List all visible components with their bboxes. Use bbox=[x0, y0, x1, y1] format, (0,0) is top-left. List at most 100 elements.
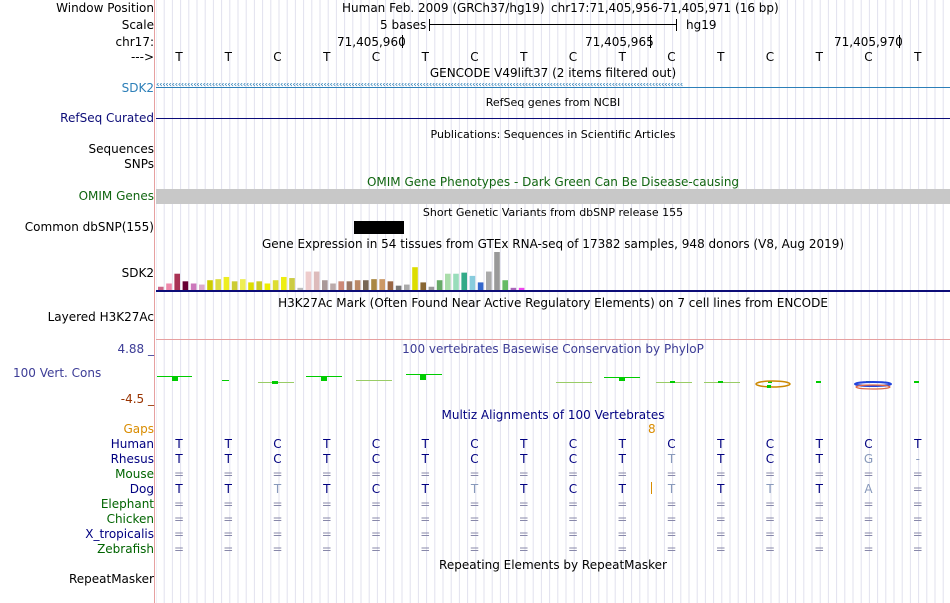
multiz-species-label[interactable]: Human bbox=[110, 437, 154, 451]
multiz-species-label[interactable]: Dog bbox=[129, 482, 154, 496]
window-position-value: chr17:71,405,956-71,405,971 (16 bp) bbox=[551, 1, 779, 15]
gtex-tissue-bar[interactable] bbox=[240, 279, 246, 290]
multiz-gap-count[interactable]: 8 bbox=[648, 422, 656, 436]
refseq-track-title[interactable]: RefSeq genes from NCBI bbox=[485, 96, 621, 109]
gtex-track-title[interactable]: Gene Expression in 54 tissues from GTEx … bbox=[261, 237, 845, 251]
gtex-tissue-bar[interactable] bbox=[510, 287, 517, 290]
publications-sequences-label[interactable]: Sequences bbox=[88, 142, 154, 156]
gtex-tissue-bar[interactable] bbox=[272, 280, 279, 290]
gtex-tissue-bar[interactable] bbox=[166, 283, 172, 290]
gtex-tissue-bar[interactable] bbox=[494, 252, 500, 290]
gtex-tissue-bar[interactable] bbox=[420, 282, 426, 290]
assembly-name: Human Feb. 2009 (GRCh37/hg19) bbox=[342, 1, 545, 15]
dbsnp-variant-feature[interactable] bbox=[354, 221, 404, 234]
dbsnp-track-title[interactable]: Short Genetic Variants from dbSNP releas… bbox=[422, 206, 684, 219]
gtex-tissue-bar[interactable] bbox=[174, 273, 180, 290]
scale-bar bbox=[429, 18, 677, 32]
sequence-base: C bbox=[568, 50, 578, 64]
omim-track-label[interactable]: OMIM Genes bbox=[78, 189, 154, 203]
multiz-base: = bbox=[173, 527, 185, 541]
gtex-tissue-bar[interactable] bbox=[387, 281, 394, 290]
multiz-track-title[interactable]: Multiz Alignments of 100 Vertebrates bbox=[441, 408, 665, 422]
h3k27ac-track-label[interactable]: Layered H3K27Ac bbox=[47, 310, 154, 324]
gtex-tissue-bar[interactable] bbox=[207, 280, 213, 290]
gtex-tissue-bar[interactable] bbox=[469, 275, 476, 290]
gtex-tissue-bar[interactable] bbox=[379, 279, 385, 290]
multiz-base: - bbox=[915, 452, 920, 466]
gtex-tissue-bar[interactable] bbox=[264, 283, 271, 290]
gencode-gene-feature[interactable]: ‹‹‹‹‹‹‹‹‹‹‹‹‹‹‹‹‹‹‹‹‹‹‹‹‹‹‹‹‹‹‹‹‹‹‹‹‹‹‹‹… bbox=[156, 83, 950, 93]
omim-track-title[interactable]: OMIM Gene Phenotypes - Dark Green Can Be… bbox=[366, 175, 740, 189]
gtex-gene-label[interactable]: SDK2 bbox=[121, 266, 154, 280]
refseq-track-label[interactable]: RefSeq Curated bbox=[60, 111, 154, 125]
multiz-base: = bbox=[223, 527, 234, 541]
multiz-base: C bbox=[470, 437, 479, 451]
gtex-tissue-bar[interactable] bbox=[354, 280, 361, 290]
cons-signal-plot[interactable] bbox=[156, 368, 950, 394]
gencode-gene-label[interactable]: SDK2 bbox=[121, 81, 154, 95]
gtex-tissue-bar[interactable] bbox=[330, 283, 336, 290]
refseq-gene-feature[interactable] bbox=[156, 118, 950, 119]
sequence-base: C bbox=[667, 50, 676, 64]
gtex-tissue-bar[interactable] bbox=[502, 280, 508, 290]
multiz-species-label[interactable]: Elephant bbox=[100, 497, 154, 511]
multiz-base: = bbox=[666, 467, 677, 481]
sequence-base: C bbox=[864, 50, 873, 64]
gtex-tissue-bar[interactable] bbox=[412, 267, 418, 290]
gtex-tissue-bar[interactable] bbox=[395, 285, 402, 290]
cons-track-label[interactable]: 100 Vert. Cons bbox=[13, 366, 102, 380]
publications-track-title[interactable]: Publications: Sequences in Scientific Ar… bbox=[430, 128, 676, 141]
gtex-tissue-bar[interactable] bbox=[445, 273, 451, 290]
multiz-species-label[interactable]: Zebrafish bbox=[97, 542, 154, 556]
multiz-base: C bbox=[667, 437, 676, 451]
multiz-species-label[interactable]: Chicken bbox=[106, 512, 154, 526]
dbsnp-track-label[interactable]: Common dbSNP(155) bbox=[24, 220, 154, 234]
gtex-tissue-bar[interactable] bbox=[231, 281, 238, 290]
gtex-tissue-bar[interactable] bbox=[305, 271, 312, 290]
gtex-tissue-bar[interactable] bbox=[453, 273, 459, 290]
gtex-tissue-bar[interactable] bbox=[346, 281, 353, 290]
gtex-tissue-bar[interactable] bbox=[281, 276, 287, 290]
gtex-tissue-bar[interactable] bbox=[436, 280, 443, 290]
multiz-base: = bbox=[863, 467, 874, 481]
publications-snps-label[interactable]: SNPs bbox=[124, 157, 154, 171]
repeatmasker-track-title[interactable]: Repeating Elements by RepeatMasker bbox=[439, 558, 667, 572]
gtex-tissue-bar[interactable] bbox=[363, 280, 369, 290]
gtex-tissue-bar[interactable] bbox=[158, 286, 164, 290]
gtex-tissue-bar[interactable] bbox=[461, 272, 467, 290]
gtex-tissue-bar[interactable] bbox=[338, 281, 344, 290]
gtex-tissue-bar[interactable] bbox=[248, 282, 254, 290]
gtex-tissue-bar[interactable] bbox=[404, 284, 410, 290]
multiz-base: T bbox=[323, 437, 331, 451]
multiz-species-label[interactable]: X_tropicalis bbox=[85, 527, 154, 541]
omim-gene-feature[interactable] bbox=[156, 189, 950, 204]
repeatmasker-track-label[interactable]: RepeatMasker bbox=[68, 572, 154, 586]
gtex-tissue-bar[interactable] bbox=[223, 276, 230, 290]
multiz-gaps-label[interactable]: Gaps bbox=[123, 422, 154, 436]
multiz-species-label[interactable]: Rhesus bbox=[110, 452, 154, 466]
gtex-tissue-bar[interactable] bbox=[428, 286, 435, 290]
gtex-tissue-bar[interactable] bbox=[256, 281, 262, 290]
gtex-tissue-bar[interactable] bbox=[477, 282, 484, 290]
gtex-tissue-bar[interactable] bbox=[322, 280, 328, 290]
multiz-base: T bbox=[717, 437, 725, 451]
gtex-tissue-bar[interactable] bbox=[215, 279, 221, 290]
gtex-tissue-bar[interactable] bbox=[190, 283, 197, 290]
gtex-tissue-bar[interactable] bbox=[182, 281, 189, 290]
multiz-base: = bbox=[764, 527, 776, 541]
gtex-tissue-bar[interactable] bbox=[289, 278, 295, 290]
gtex-tissue-bar[interactable] bbox=[199, 284, 205, 290]
gtex-expression-bars[interactable] bbox=[156, 251, 950, 293]
gencode-track-title[interactable]: GENCODE V49lift37 (2 items filtered out) bbox=[429, 66, 677, 80]
multiz-base: = bbox=[617, 497, 628, 511]
gtex-tissue-bar[interactable] bbox=[297, 287, 303, 290]
multiz-species-label[interactable]: Mouse bbox=[115, 467, 154, 481]
gtex-tissue-bar[interactable] bbox=[313, 271, 320, 290]
gtex-tissue-bar[interactable] bbox=[518, 287, 525, 290]
multiz-base: = bbox=[666, 512, 677, 526]
h3k27ac-track-title[interactable]: H3K27Ac Mark (Often Found Near Active Re… bbox=[278, 296, 828, 310]
gtex-tissue-bar[interactable] bbox=[486, 271, 492, 290]
sequence-base: T bbox=[815, 50, 823, 64]
cons-track-title[interactable]: 100 vertebrates Basewise Conservation by… bbox=[402, 342, 704, 356]
gtex-tissue-bar[interactable] bbox=[371, 279, 377, 290]
